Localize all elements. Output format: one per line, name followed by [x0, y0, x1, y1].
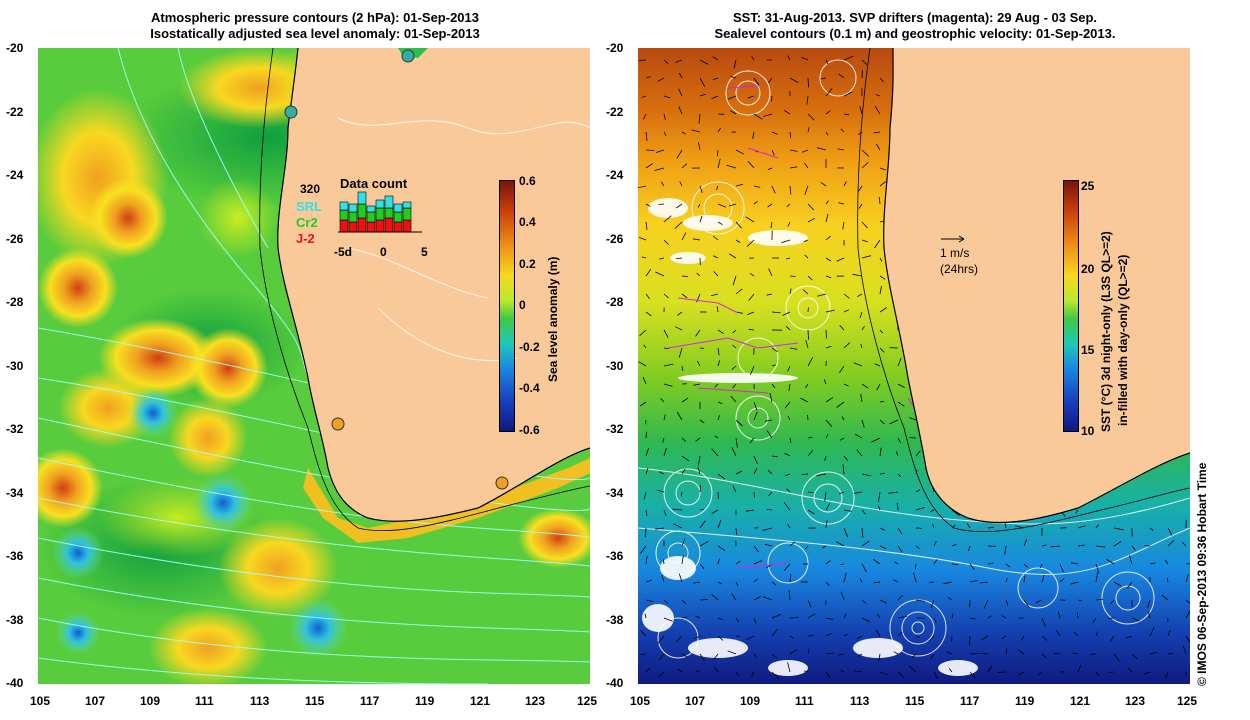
- right-y-tick: -36: [606, 549, 624, 563]
- left-y-tick: -26: [6, 232, 24, 246]
- right-x-tick: 111: [795, 694, 814, 708]
- right-y-tick: -24: [606, 168, 624, 182]
- right-x-tick: 107: [685, 694, 706, 708]
- right-y-tick: -40: [606, 676, 624, 690]
- data-count-xtick: 0: [380, 245, 387, 259]
- left-x-tick: 105: [30, 694, 51, 708]
- data-count-xtick: 5: [421, 245, 428, 259]
- velocity-scale-arrow-icon: [941, 235, 965, 243]
- sla-colorbar: [499, 180, 515, 432]
- right-y-tick: -38: [606, 613, 624, 627]
- right-y-tick: -30: [606, 359, 624, 373]
- sst-colorbar-label-line1: SST (°C) 3d night-only (L3S QL>=2): [1099, 231, 1113, 432]
- left-y-tick: -36: [6, 549, 24, 563]
- right-x-tick: 109: [740, 694, 761, 708]
- sst-map[interactable]: [638, 48, 1190, 684]
- left-x-tick: 115: [305, 694, 325, 708]
- velocity-scale-period: (24hrs): [940, 262, 979, 276]
- legend-srl: SRL: [296, 199, 322, 214]
- right-x-tick: 123: [1125, 694, 1146, 708]
- right-title-line1: SST: 31-Aug-2013. SVP drifters (magenta)…: [732, 10, 1098, 25]
- sla-cbar-tick: -0.4: [519, 381, 540, 395]
- right-y-tick: -20: [606, 41, 624, 55]
- right-x-tick: 125: [1177, 694, 1198, 708]
- sst-cbar-tick: 15: [1081, 343, 1095, 357]
- copyright-text: © IMOS 06-Sep-2013 09:36 Hobart Time: [1195, 462, 1209, 686]
- data-count-max: 320: [300, 182, 321, 196]
- sst-cbar-tick: 20: [1081, 262, 1095, 276]
- left-x-tick: 117: [360, 694, 380, 708]
- sla-cbar-tick: 0: [519, 298, 526, 312]
- legend-cr2: Cr2: [296, 215, 318, 230]
- right-x-tick: 119: [1015, 694, 1035, 708]
- right-x-tick: 105: [630, 694, 651, 708]
- left-x-tick: 125: [577, 694, 598, 708]
- sla-cbar-tick: -0.2: [519, 340, 540, 354]
- left-y-tick: -22: [6, 105, 24, 119]
- left-y-tick: -32: [6, 422, 24, 436]
- sea-level-anomaly-map[interactable]: [38, 48, 590, 684]
- velocity-scale-value: 1 m/s: [940, 246, 970, 260]
- sst-cbar-tick: 25: [1081, 179, 1095, 193]
- sla-cbar-tick: -0.6: [519, 423, 540, 437]
- sla-colorbar-label: Sea level anomaly (m): [546, 256, 560, 382]
- left-x-tick: 121: [470, 694, 491, 708]
- left-x-tick: 113: [250, 694, 270, 708]
- data-count-histogram: [338, 191, 422, 233]
- data-count-xtick: -5d: [334, 245, 352, 259]
- sla-cbar-tick: 0.6: [519, 174, 536, 188]
- sst-colorbar: [1063, 180, 1079, 432]
- right-y-tick: -28: [606, 295, 624, 309]
- left-title-line2: Isostatically adjusted sea level anomaly…: [150, 26, 480, 41]
- right-y-tick: -34: [606, 486, 624, 500]
- legend-j2: J-2: [296, 231, 315, 246]
- right-y-tick: -22: [606, 105, 624, 119]
- right-x-tick: 115: [905, 694, 925, 708]
- left-x-tick: 123: [525, 694, 546, 708]
- right-x-tick: 121: [1070, 694, 1091, 708]
- sst-cbar-tick: 10: [1081, 424, 1095, 438]
- right-title: SST: 31-Aug-2013. SVP drifters (magenta)…: [640, 10, 1190, 42]
- left-y-tick: -28: [6, 295, 24, 309]
- right-y-tick: -32: [606, 422, 624, 436]
- left-y-tick: -20: [6, 41, 24, 55]
- data-count-title: Data count: [340, 176, 408, 191]
- right-y-tick: -26: [606, 232, 624, 246]
- left-x-tick: 119: [415, 694, 435, 708]
- left-y-tick: -38: [6, 613, 24, 627]
- left-title-line1: Atmospheric pressure contours (2 hPa): 0…: [151, 10, 479, 25]
- left-y-tick: -24: [6, 168, 24, 182]
- sla-cbar-tick: 0.2: [519, 257, 536, 271]
- left-x-tick: 111: [195, 694, 214, 708]
- sst-colorbar-label-line2: in-filled with day-only (QL>=2): [1116, 254, 1130, 426]
- left-x-tick: 109: [140, 694, 161, 708]
- left-x-tick: 107: [85, 694, 106, 708]
- right-title-line2: Sealevel contours (0.1 m) and geostrophi…: [714, 26, 1116, 41]
- left-y-tick: -34: [6, 486, 24, 500]
- sla-cbar-tick: 0.4: [519, 215, 536, 229]
- left-title: Atmospheric pressure contours (2 hPa): 0…: [40, 10, 590, 42]
- left-y-tick: -40: [6, 676, 24, 690]
- right-x-tick: 113: [850, 694, 870, 708]
- right-x-tick: 117: [960, 694, 980, 708]
- left-y-tick: -30: [6, 359, 24, 373]
